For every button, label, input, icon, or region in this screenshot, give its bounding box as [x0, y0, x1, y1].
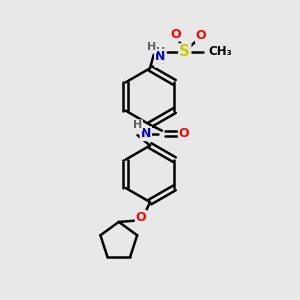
Text: O: O [196, 29, 206, 42]
Text: O: O [136, 211, 146, 224]
Text: S: S [179, 44, 190, 59]
Text: N: N [155, 50, 166, 63]
Text: O: O [170, 28, 181, 40]
Text: N: N [141, 127, 151, 140]
Text: H: H [147, 43, 156, 52]
Text: O: O [179, 127, 190, 140]
Text: H: H [156, 47, 165, 57]
Text: CH₃: CH₃ [208, 45, 232, 58]
Text: H: H [133, 120, 142, 130]
Text: N: N [155, 54, 166, 67]
